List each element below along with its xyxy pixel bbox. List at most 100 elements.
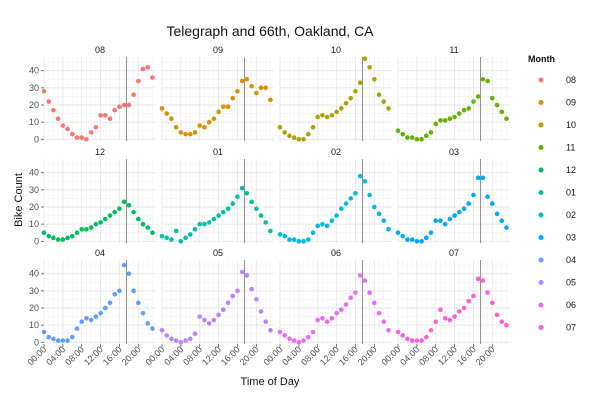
panel-background bbox=[162, 159, 274, 243]
data-point-06-13 bbox=[339, 307, 344, 313]
data-point-07-0 bbox=[395, 329, 401, 335]
data-point-05-2 bbox=[169, 336, 174, 342]
data-point-02-3 bbox=[291, 237, 297, 242]
data-point-01-22 bbox=[263, 220, 269, 225]
legend-item-04: 04 bbox=[538, 255, 576, 265]
y-tick-label: 40 bbox=[29, 66, 39, 76]
data-point-07-15 bbox=[466, 298, 472, 304]
panel-strip-label: 07 bbox=[449, 248, 459, 258]
data-point-01-8 bbox=[197, 221, 203, 227]
data-point-03-13 bbox=[457, 209, 462, 215]
data-point-02-5 bbox=[301, 238, 306, 244]
legend-label: 02 bbox=[566, 210, 576, 220]
data-point-04-12 bbox=[98, 310, 103, 316]
data-point-01-5 bbox=[183, 235, 188, 241]
data-point-06-5 bbox=[301, 338, 306, 343]
data-point-11-12 bbox=[452, 114, 457, 120]
data-point-05-7 bbox=[192, 331, 198, 337]
data-point-03-1 bbox=[400, 233, 406, 239]
data-point-12-2 bbox=[51, 235, 56, 241]
data-point-07-8 bbox=[433, 319, 439, 325]
data-point-10-1 bbox=[282, 130, 288, 135]
data-point-01-0 bbox=[159, 233, 165, 239]
data-point-09-2 bbox=[169, 116, 174, 122]
data-point-11-3 bbox=[409, 135, 415, 140]
data-point-01-2 bbox=[169, 237, 174, 242]
data-point-05-22 bbox=[263, 319, 269, 325]
x-tick-label: 16:00 bbox=[219, 344, 242, 367]
data-point-03-23 bbox=[504, 225, 509, 230]
data-point-08-13 bbox=[103, 112, 108, 118]
x-tick-label: 04:00 bbox=[280, 344, 303, 367]
data-point-02-0 bbox=[277, 232, 283, 237]
legend-label: 10 bbox=[566, 120, 576, 130]
panel-background bbox=[162, 57, 274, 141]
data-point-11-18 bbox=[480, 76, 486, 82]
data-point-06-14 bbox=[343, 302, 349, 307]
data-point-03-17 bbox=[475, 175, 481, 181]
y-tick-label: 0 bbox=[34, 134, 39, 144]
data-point-01-1 bbox=[164, 235, 170, 241]
data-point-11-4 bbox=[414, 136, 420, 142]
data-point-04-4 bbox=[60, 338, 66, 343]
data-point-05-12 bbox=[216, 312, 221, 318]
data-point-06-15 bbox=[348, 295, 354, 301]
data-point-12-14 bbox=[107, 213, 113, 218]
data-point-06-6 bbox=[305, 334, 311, 340]
panel-strip-label: 10 bbox=[331, 45, 341, 55]
data-point-09-8 bbox=[197, 123, 203, 128]
data-point-10-6 bbox=[305, 131, 311, 137]
data-point-07-2 bbox=[405, 336, 410, 342]
data-point-05-5 bbox=[183, 338, 188, 343]
data-point-02-4 bbox=[296, 238, 302, 244]
data-point-10-15 bbox=[348, 95, 354, 101]
panel-11: 11 bbox=[395, 45, 510, 142]
data-point-02-21 bbox=[376, 211, 382, 217]
data-point-12-12 bbox=[98, 220, 103, 225]
data-point-10-8 bbox=[315, 114, 321, 120]
data-point-09-17 bbox=[239, 78, 245, 84]
data-point-10-23 bbox=[386, 106, 391, 111]
data-point-10-11 bbox=[329, 112, 335, 118]
data-point-02-14 bbox=[343, 201, 349, 206]
data-point-08-10 bbox=[88, 130, 94, 135]
x-tick-label: 04:00 bbox=[398, 344, 421, 367]
data-point-12-0 bbox=[41, 230, 47, 236]
data-point-06-9 bbox=[320, 315, 325, 321]
data-point-02-22 bbox=[381, 218, 387, 224]
data-point-10-20 bbox=[372, 76, 377, 82]
data-point-02-19 bbox=[367, 192, 372, 198]
data-point-12-22 bbox=[145, 225, 151, 230]
data-point-03-14 bbox=[461, 206, 467, 212]
data-point-04-19 bbox=[131, 288, 136, 294]
data-point-11-9 bbox=[438, 118, 443, 123]
x-tick-label: 20:00 bbox=[356, 344, 379, 367]
data-point-09-13 bbox=[221, 104, 226, 110]
data-point-11-6 bbox=[423, 133, 429, 139]
data-point-11-1 bbox=[400, 131, 406, 137]
data-point-05-8 bbox=[197, 314, 203, 319]
data-point-09-4 bbox=[178, 130, 184, 135]
y-tick-label: 10 bbox=[29, 320, 39, 330]
data-point-08-23 bbox=[150, 75, 155, 80]
data-point-09-6 bbox=[187, 131, 193, 137]
data-point-01-17 bbox=[239, 185, 245, 191]
legend-label: 01 bbox=[566, 188, 576, 198]
data-point-04-8 bbox=[79, 319, 85, 325]
x-tick-label: 12:00 bbox=[436, 344, 459, 367]
data-point-06-23 bbox=[386, 327, 391, 333]
data-point-10-5 bbox=[301, 136, 306, 142]
data-point-12-18 bbox=[126, 202, 132, 208]
data-point-08-0 bbox=[41, 88, 47, 94]
data-point-12-17 bbox=[121, 199, 127, 205]
data-point-09-0 bbox=[159, 106, 165, 111]
data-point-01-10 bbox=[206, 220, 212, 225]
legend-item-01: 01 bbox=[538, 188, 576, 198]
panel-02: 02 bbox=[277, 147, 392, 244]
data-point-06-16 bbox=[353, 290, 358, 295]
panel-background bbox=[398, 159, 510, 243]
x-tick-label: 16:00 bbox=[337, 344, 360, 367]
panel-strip-label: 06 bbox=[331, 248, 341, 258]
